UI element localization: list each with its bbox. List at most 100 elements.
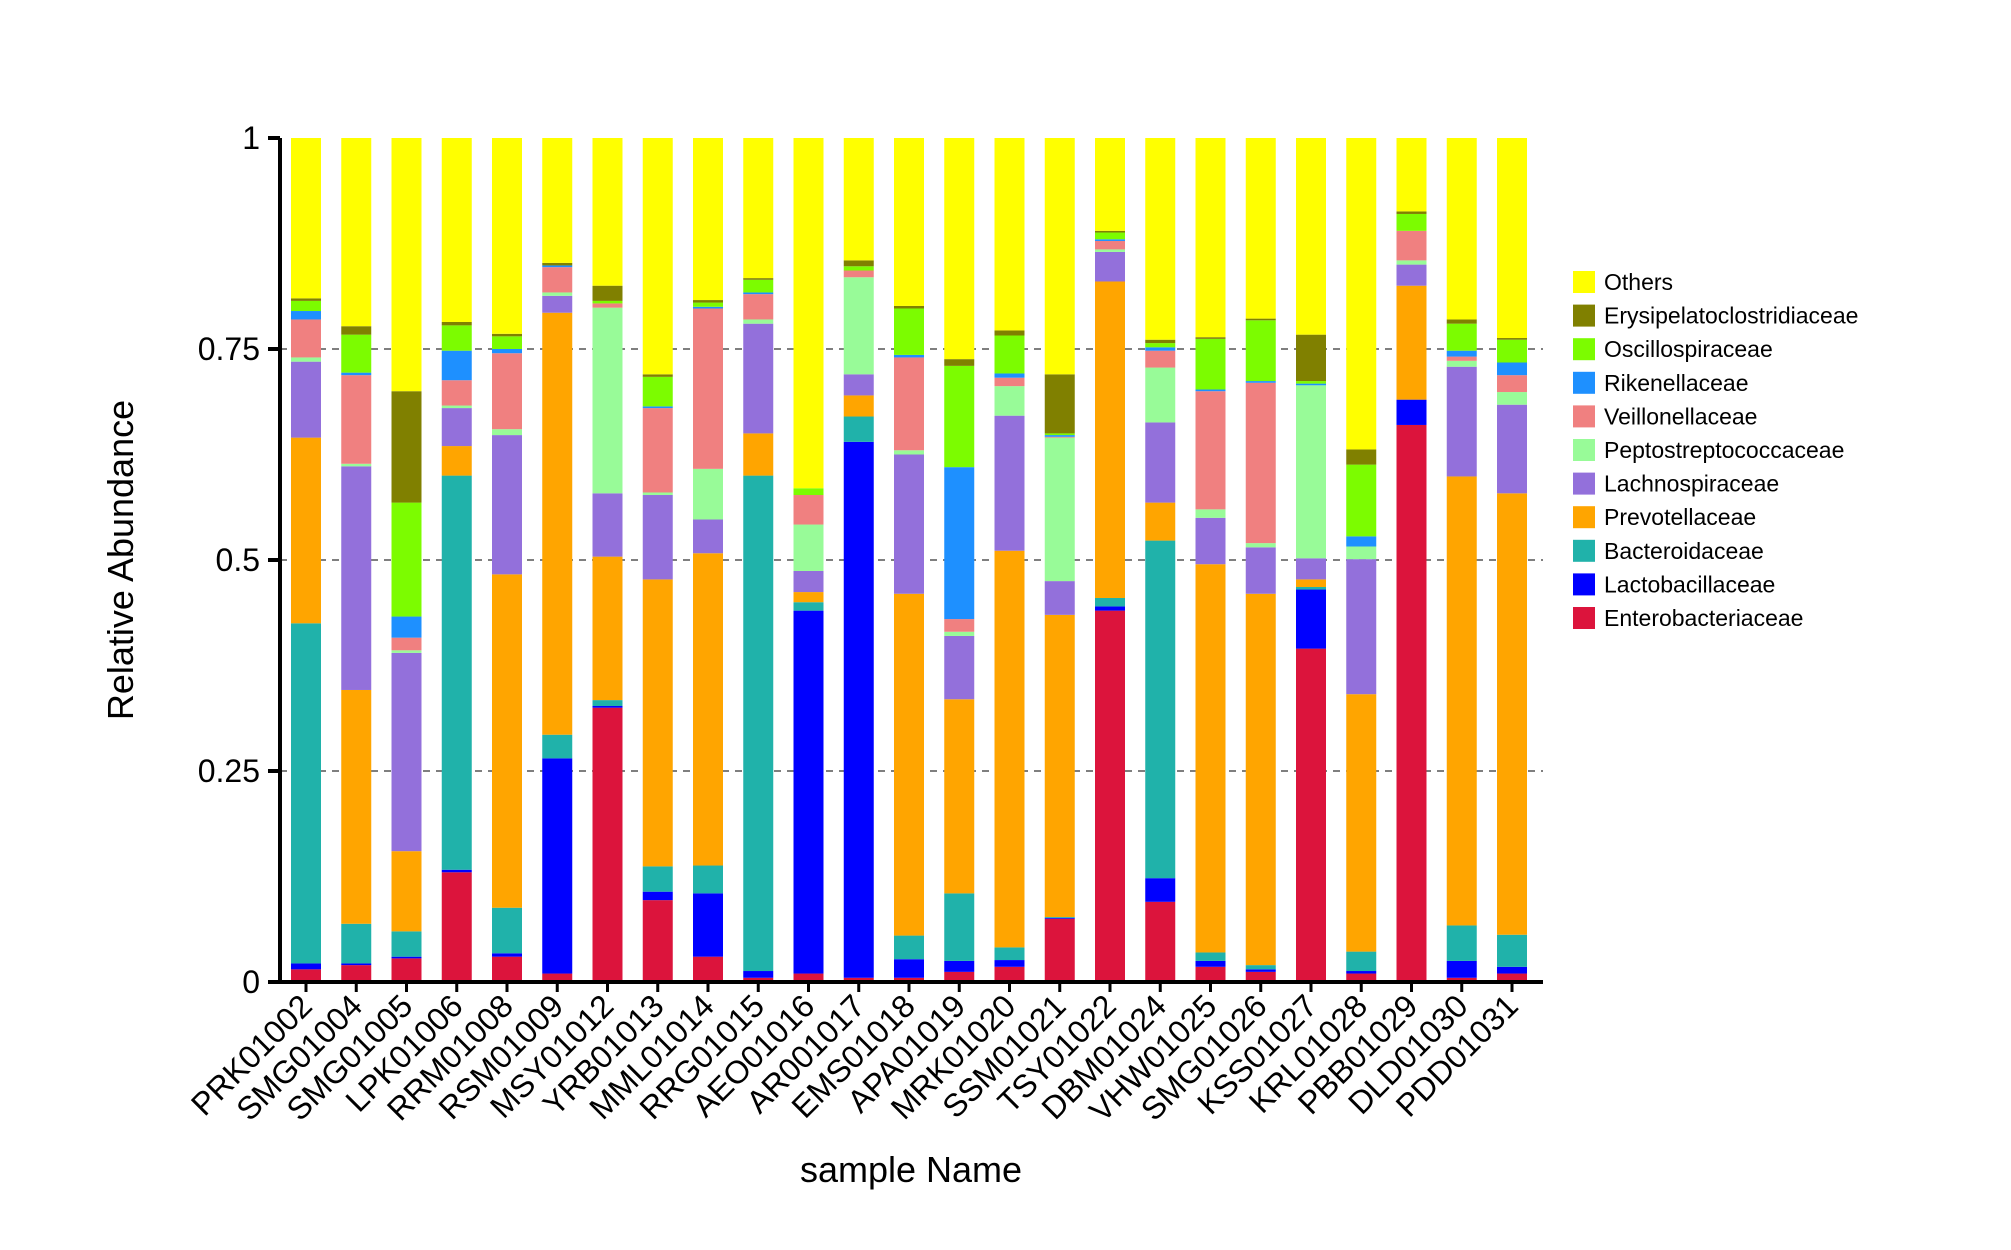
- bar-segment: [1245, 547, 1276, 594]
- bar-segment: [391, 502, 422, 617]
- bar-segment: [341, 963, 372, 966]
- bar-segment: [693, 553, 723, 866]
- bar-segment: [1245, 971, 1276, 982]
- bar-segment: [743, 279, 774, 293]
- bar-segment: [391, 391, 422, 503]
- bar-segment: [1296, 558, 1326, 580]
- legend-swatch: [1573, 607, 1595, 629]
- bar-segment: [1044, 436, 1075, 438]
- legend-swatch: [1573, 271, 1595, 293]
- bar-segment: [693, 468, 723, 520]
- bar-segment: [1497, 392, 1527, 405]
- bar-segment: [1095, 232, 1125, 240]
- bar-segment: [994, 960, 1025, 967]
- bar-segment: [1346, 138, 1377, 450]
- y-tick-label: 0: [242, 964, 260, 1000]
- bar-segment: [341, 965, 372, 982]
- bar-segment: [793, 973, 824, 982]
- bar-segment: [1195, 509, 1226, 518]
- bar-segment: [391, 652, 422, 852]
- bar-segment: [1346, 973, 1377, 982]
- bar-segment: [642, 406, 673, 409]
- bar-segment: [1095, 230, 1125, 233]
- bar-segment: [291, 319, 321, 358]
- bar-segment: [994, 330, 1025, 336]
- bar-segment: [994, 550, 1025, 948]
- bar-segment: [341, 463, 372, 467]
- legend: Others Erysipelatoclostridiaceae Oscillosp…: [1573, 269, 1858, 631]
- legend-label: Oscillospiraceae: [1604, 336, 1773, 362]
- bar-segment: [1446, 960, 1477, 978]
- bar-segment: [492, 336, 522, 349]
- bar-segment: [542, 265, 573, 268]
- bar-segment: [693, 865, 723, 894]
- bar-segment: [341, 372, 372, 376]
- bar-segment: [793, 602, 824, 611]
- bar-segment: [1044, 433, 1075, 436]
- bar-segment: [894, 977, 924, 982]
- legend-label: Others: [1604, 269, 1673, 295]
- bar-segment: [1497, 339, 1527, 363]
- bar-segment: [944, 893, 975, 961]
- bar-segment: [1396, 399, 1427, 425]
- bar-segment: [1145, 138, 1176, 340]
- bar-segment: [291, 311, 321, 320]
- bar-segment: [843, 138, 874, 261]
- bar-segment: [1095, 239, 1125, 241]
- bar-segment: [1145, 422, 1176, 503]
- bar-segment: [1346, 951, 1377, 972]
- bar-segment: [1296, 385, 1326, 559]
- bar-segment: [894, 450, 924, 455]
- bar-segment: [994, 373, 1025, 378]
- bar-segment: [1296, 648, 1326, 982]
- bar-segment: [693, 302, 723, 307]
- bar-segment: [1245, 965, 1276, 970]
- bar-segment: [944, 365, 975, 468]
- bar-segment: [441, 380, 472, 406]
- bar-segment: [1195, 337, 1226, 339]
- bar-segment: [1396, 264, 1427, 286]
- bar-segment: [391, 138, 422, 392]
- bar-segment: [542, 138, 573, 263]
- bar-segment: [642, 492, 673, 496]
- bar-segment: [1245, 969, 1276, 972]
- bar-segment: [1195, 391, 1226, 510]
- bar-segment: [1396, 230, 1427, 261]
- bar-segment: [994, 386, 1025, 416]
- bar-segment: [1145, 350, 1176, 368]
- bar-segment: [793, 524, 824, 571]
- y-tick-label: 1: [242, 120, 260, 156]
- bar-segment: [793, 570, 824, 593]
- bar-segment: [1296, 383, 1326, 386]
- bar-segment: [843, 277, 874, 375]
- legend-swatch: [1573, 338, 1595, 361]
- bar-segment: [1396, 213, 1427, 231]
- bar-segment: [391, 851, 422, 932]
- bar-segment: [1497, 375, 1527, 393]
- bar-segment: [492, 353, 522, 430]
- bar-segment: [1044, 374, 1075, 434]
- bar-segment: [994, 335, 1025, 374]
- bar-segment: [894, 138, 924, 306]
- bar-segment: [642, 900, 673, 982]
- legend-label: Erysipelatoclostridiaceae: [1604, 303, 1858, 329]
- bar-segment: [592, 285, 623, 301]
- legend-label: Veillonellaceae: [1604, 403, 1757, 429]
- bar-segment: [441, 872, 472, 982]
- bar-segment: [291, 138, 321, 299]
- bar-segment: [642, 376, 673, 407]
- bar-segment: [994, 138, 1025, 331]
- legend-swatch: [1573, 405, 1595, 428]
- legend-label: Enterobacteriaceae: [1604, 605, 1803, 631]
- gridlines: [280, 348, 1543, 772]
- bar-segment: [1497, 973, 1527, 982]
- legend-label: Lactobacillaceae: [1604, 571, 1775, 597]
- bar-segment: [1446, 138, 1477, 320]
- bar-segment: [542, 734, 573, 759]
- bars: [291, 138, 1527, 983]
- bar-segment: [1497, 362, 1527, 376]
- bar-segment: [743, 433, 774, 476]
- bar-segment: [542, 295, 573, 313]
- legend-swatch: [1573, 539, 1595, 562]
